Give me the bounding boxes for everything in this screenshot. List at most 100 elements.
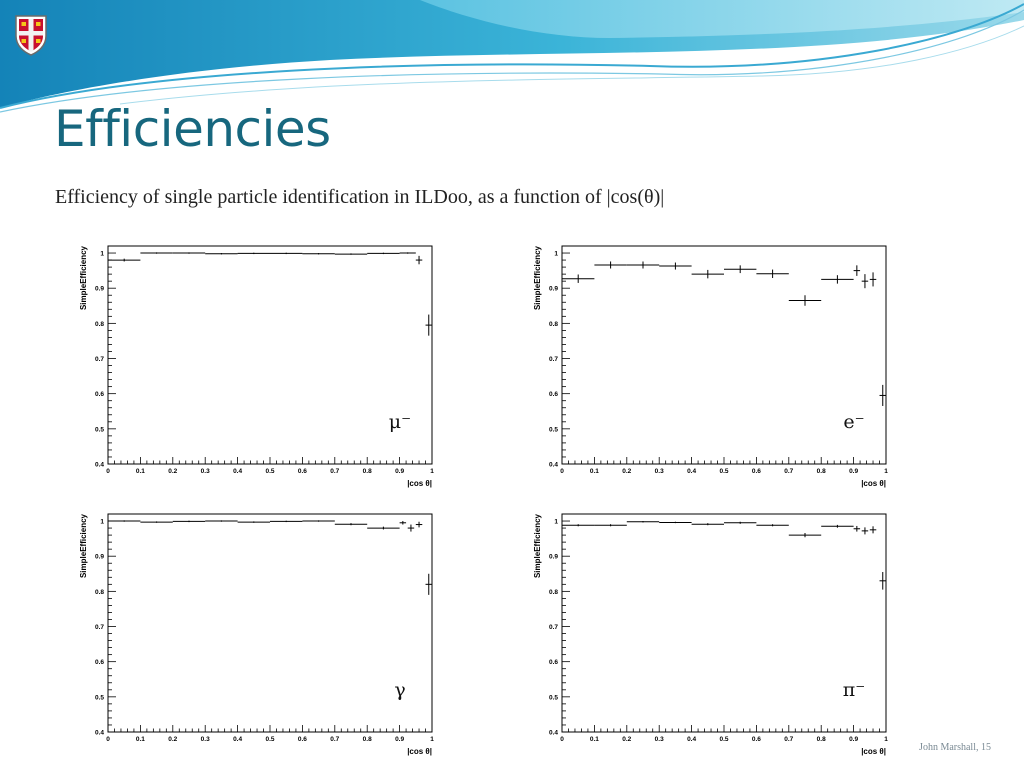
particle-label: π⁻ bbox=[843, 679, 866, 701]
data-point bbox=[691, 269, 724, 279]
header-banner bbox=[0, 0, 1024, 113]
y-tick-label: 0.9 bbox=[95, 554, 104, 561]
x-tick-label: 0.7 bbox=[330, 736, 339, 743]
slide-title: Efficiencies bbox=[54, 100, 331, 158]
slide-footer: John Marshall, 15 bbox=[919, 742, 991, 753]
data-point bbox=[237, 521, 270, 523]
plot-frame bbox=[561, 513, 887, 733]
data-point bbox=[270, 252, 303, 255]
data-point bbox=[205, 520, 238, 522]
data-point bbox=[367, 526, 400, 530]
data-point bbox=[659, 521, 692, 524]
x-tick-label: 0.3 bbox=[655, 468, 664, 475]
x-tick-label: 0.6 bbox=[752, 736, 761, 743]
y-tick-label: 0.9 bbox=[549, 286, 558, 293]
data-point bbox=[140, 252, 173, 254]
data-point bbox=[302, 253, 335, 255]
data-point bbox=[334, 523, 368, 526]
y-tick-label: 0.6 bbox=[95, 391, 104, 398]
data-point bbox=[626, 261, 660, 269]
data-point bbox=[594, 524, 627, 527]
x-tick-label: 0.4 bbox=[233, 736, 242, 743]
x-tick-label: 0.1 bbox=[136, 736, 145, 743]
x-axis-title: |cos θ| bbox=[861, 747, 886, 756]
y-tick-label: 0.9 bbox=[549, 554, 558, 561]
data-point bbox=[108, 258, 141, 262]
y-tick-label: 0.5 bbox=[95, 426, 104, 433]
x-axis-title: |cos θ| bbox=[861, 479, 886, 488]
y-tick-label: 1 bbox=[100, 519, 104, 526]
x-tick-label: 0.9 bbox=[395, 736, 404, 743]
data-point bbox=[869, 272, 877, 287]
data-point bbox=[407, 524, 415, 532]
y-tick-label: 1 bbox=[554, 519, 558, 526]
slide-subtitle: Efficiency of single particle identifica… bbox=[55, 186, 665, 208]
data-point bbox=[861, 527, 869, 535]
y-tick-label: 1 bbox=[554, 251, 558, 258]
x-tick-label: 1 bbox=[430, 736, 434, 743]
efficiency-chart-pion: 0 0.1 0.2 0.3 0.4 0.5 0.6 0.7 0.8 0.9 1 0.4 0.5 0.6 0.… bbox=[533, 513, 888, 756]
x-tick-label: 0.9 bbox=[849, 468, 858, 475]
particle-label: γ bbox=[394, 679, 405, 701]
x-tick-label: 1 bbox=[884, 736, 888, 743]
x-tick-label: 0.5 bbox=[719, 736, 728, 743]
x-tick-label: 0.7 bbox=[784, 736, 793, 743]
x-tick-label: 1 bbox=[430, 468, 434, 475]
x-tick-label: 0.6 bbox=[298, 736, 307, 743]
y-tick-label: 0.8 bbox=[95, 321, 104, 328]
data-point bbox=[879, 572, 886, 590]
y-tick-label: 0.6 bbox=[549, 659, 558, 666]
data-point bbox=[756, 269, 789, 278]
data-point bbox=[415, 521, 423, 528]
x-tick-label: 0.2 bbox=[622, 736, 631, 743]
y-tick-label: 0.5 bbox=[549, 694, 558, 701]
x-tick-label: 0.4 bbox=[687, 736, 696, 743]
y-axis-title: SimpleEfficiency bbox=[533, 513, 542, 578]
x-tick-label: 0.8 bbox=[817, 736, 826, 743]
particle-label: μ⁻ bbox=[389, 411, 411, 433]
data-point bbox=[562, 274, 595, 283]
x-tick-label: 0.1 bbox=[590, 736, 599, 743]
data-point bbox=[724, 265, 757, 274]
data-point bbox=[861, 274, 869, 289]
x-tick-label: 0 bbox=[106, 736, 110, 743]
data-point bbox=[879, 384, 886, 406]
y-tick-label: 1 bbox=[100, 251, 104, 258]
x-tick-label: 0.3 bbox=[201, 468, 210, 475]
x-tick-label: 0.1 bbox=[590, 468, 599, 475]
data-point bbox=[626, 521, 660, 523]
data-point bbox=[853, 525, 861, 532]
y-tick-label: 0.4 bbox=[549, 462, 558, 469]
x-tick-label: 0 bbox=[560, 736, 564, 743]
data-point bbox=[367, 252, 400, 255]
data-point bbox=[108, 520, 141, 522]
data-point bbox=[869, 526, 877, 534]
data-point bbox=[853, 265, 861, 276]
y-tick-label: 0.4 bbox=[549, 730, 558, 737]
data-point bbox=[172, 520, 206, 523]
x-tick-label: 0.8 bbox=[817, 468, 826, 475]
x-tick-label: 0.2 bbox=[168, 468, 177, 475]
y-tick-label: 0.4 bbox=[95, 730, 104, 737]
data-point bbox=[691, 523, 724, 526]
data-point bbox=[270, 520, 303, 523]
y-tick-label: 0.8 bbox=[549, 321, 558, 328]
particle-label: e⁻ bbox=[843, 411, 864, 433]
x-tick-label: 1 bbox=[884, 468, 888, 475]
plot-frame bbox=[107, 513, 433, 733]
data-point bbox=[821, 275, 854, 284]
data-point bbox=[659, 262, 692, 270]
university-crest-icon bbox=[15, 15, 47, 56]
x-tick-label: 0.7 bbox=[330, 468, 339, 475]
y-tick-label: 0.7 bbox=[549, 356, 558, 363]
y-tick-label: 0.7 bbox=[95, 624, 104, 631]
efficiency-chart-muon: 0 0.1 0.2 0.3 0.4 0.5 0.6 0.7 0.8 0.9 1 0.4 0.5 0.6 0.… bbox=[79, 245, 434, 488]
data-point bbox=[399, 521, 407, 525]
x-tick-label: 0 bbox=[560, 468, 564, 475]
x-axis-title: |cos θ| bbox=[407, 747, 432, 756]
x-tick-label: 0.6 bbox=[752, 468, 761, 475]
y-tick-label: 0.9 bbox=[95, 286, 104, 293]
y-tick-label: 0.8 bbox=[549, 589, 558, 596]
y-tick-label: 0.6 bbox=[95, 659, 104, 666]
x-tick-label: 0.3 bbox=[655, 736, 664, 743]
